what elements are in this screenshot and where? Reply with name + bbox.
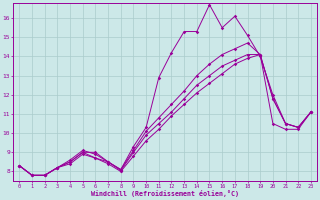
- X-axis label: Windchill (Refroidissement éolien,°C): Windchill (Refroidissement éolien,°C): [91, 190, 239, 197]
